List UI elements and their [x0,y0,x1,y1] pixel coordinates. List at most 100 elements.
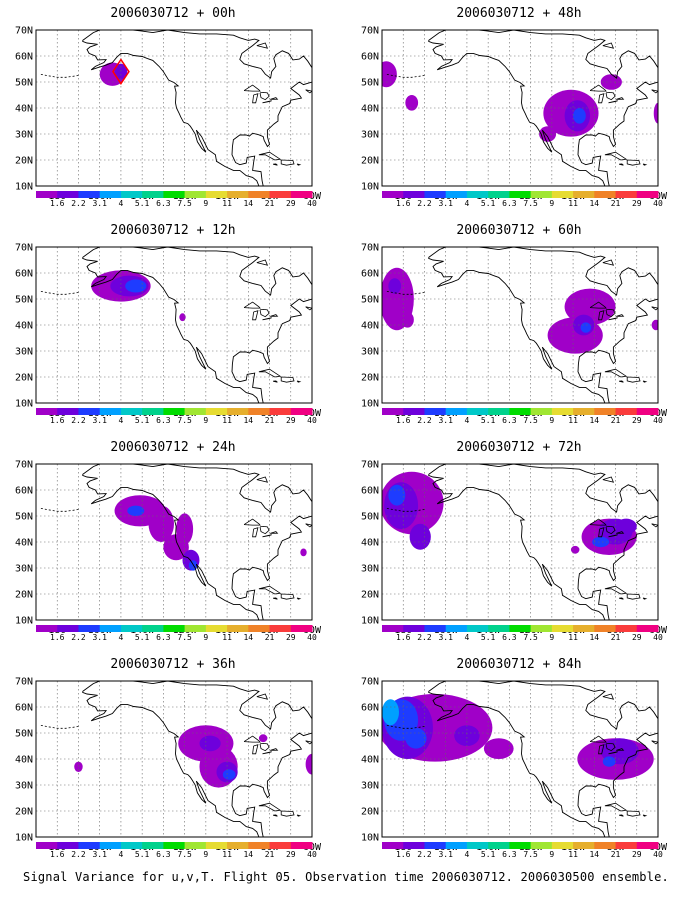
colorbar-label: 2.2 [71,633,86,642]
colorbar-label: 6.3 [156,416,171,425]
colorbar-label: 29 [286,633,296,642]
coastline-detail [626,376,641,383]
map-panel-24h: 2006030712 + 24h10N20N30N40N50N60N70N180… [0,434,346,652]
colorbar-label: 14 [589,416,599,425]
colorbar-label: 29 [286,199,296,208]
coastline-detail [259,525,270,535]
coastline-detail [252,93,259,104]
colorbar-label: 14 [243,633,253,642]
map-panel-00h: 2006030712 + 00h10N20N30N40N50N60N70N180… [0,0,346,218]
colorbar-swatch [509,842,532,849]
colorbar-swatch [78,625,101,632]
colorbar-label: 3.1 [92,416,107,425]
coastline-detail [258,585,282,595]
lat-tick-label: 20N [361,590,379,601]
plot-frame [35,680,313,838]
colorbar-swatch [142,625,164,632]
colorbar-label: 2.2 [417,633,432,642]
colorbar-label: 3.1 [438,633,453,642]
variance-shade [401,312,414,328]
colorbar-label: 1.6 [396,199,411,208]
coastline [428,30,658,186]
variance-shade [125,279,147,293]
coastline-detail [296,814,302,817]
coastline-detail [305,523,312,528]
variance-shade [405,95,419,111]
colorbar-swatch [382,408,404,415]
coastline-detail [243,84,261,92]
lat-tick-label: 30N [361,347,379,358]
colorbar-swatch [403,842,425,849]
coastline-detail [589,735,607,743]
colorbar-label: 11 [568,633,578,642]
coastline-detail [598,93,605,104]
coastline-detail [252,527,259,538]
colorbar-label: 9 [549,850,554,859]
coastline-detail [604,585,628,595]
map-panel-84h: 2006030712 + 84h 10N20N30N40N50N60N70N180… [346,651,692,869]
variance-map-84h: 10N20N30N40N50N60N70N180160W140W120W100W… [361,677,668,860]
coastline-detail [262,100,272,104]
lat-tick-label: 70N [15,677,33,688]
coastline-detail [296,380,302,383]
coastline-detail [258,802,282,812]
coastline-detail [273,814,278,817]
colorbar-swatch [205,408,228,415]
lat-tick-label: 30N [15,130,33,141]
colorbar-swatch [466,191,489,198]
colorbar-label: 14 [243,850,253,859]
coastline-detail [608,751,618,755]
coastline-detail [608,534,618,538]
lat-tick-label: 60N [15,269,33,280]
coastline-detail [262,317,272,321]
colorbar-swatch [120,842,143,849]
lat-tick-label: 40N [361,104,379,115]
colorbar-label: 5.1 [481,850,496,859]
coastline-detail [314,295,327,305]
colorbar-label: 7.5 [523,850,538,859]
coastline-detail [314,512,327,522]
coastline-detail [602,259,615,266]
colorbar-swatch [184,625,207,632]
colorbar-swatch [530,408,553,415]
coastline-detail [651,740,658,745]
coastline [428,681,658,837]
lat-tick-label: 30N [361,781,379,792]
colorbar-label: 9 [549,199,554,208]
colorbar-label: 6.3 [156,633,171,642]
coastline-detail [602,42,615,49]
plot-frame [381,463,659,621]
coastline-detail [305,89,312,94]
colorbar-label: 29 [286,850,296,859]
colorbar-swatch [488,191,510,198]
colorbar-label: 11 [222,633,232,642]
colorbar-swatch [551,191,574,198]
variance-shade [570,545,580,554]
colorbar-swatch [163,408,186,415]
colorbar-label: 40 [307,850,317,859]
colorbar-swatch [424,408,447,415]
colorbar-label: 40 [653,633,663,642]
lat-tick-label: 60N [361,486,379,497]
colorbar-swatch [248,625,271,632]
colorbar-swatch [382,191,404,198]
coastline-detail [616,314,625,317]
map-panel-12h: 2006030712 + 12h10N20N30N40N50N60N70N180… [0,217,346,435]
colorbar-swatch [142,842,164,849]
coastline-detail [602,476,615,483]
variance-map-60h: 10N20N30N40N50N60N70N180160W140W120W100W… [361,243,668,426]
colorbar-label: 14 [243,199,253,208]
coastline [428,247,658,403]
lat-tick-label: 50N [361,512,379,523]
lat-tick-label: 40N [361,538,379,549]
panel-title: 2006030712 + 84h [456,657,582,672]
variance-shade [199,735,221,752]
colorbar-swatch [551,408,574,415]
coastline-detail [280,376,295,383]
colorbar-label: 7.5 [177,633,192,642]
plot-frame [381,246,659,404]
colorbar-swatch [184,842,207,849]
coastline-detail [598,310,605,321]
coastline-detail [262,751,272,755]
coastline-detail [259,742,270,752]
